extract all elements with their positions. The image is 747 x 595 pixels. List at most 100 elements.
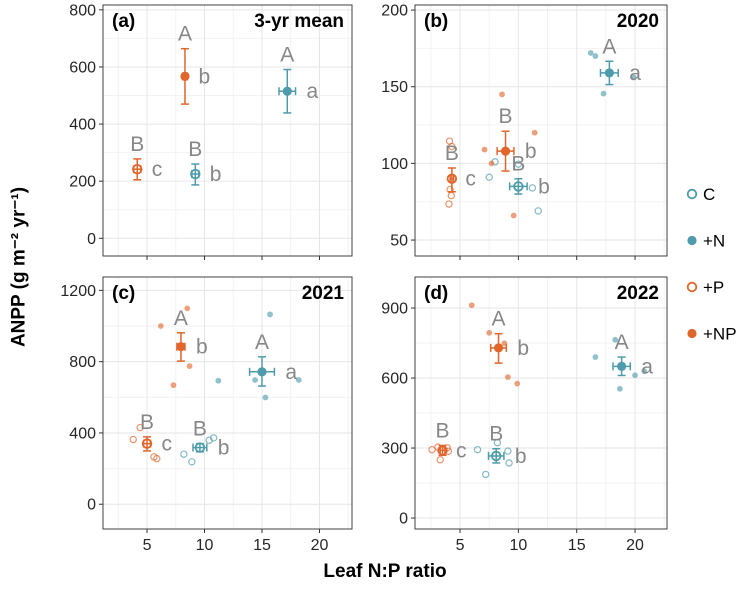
y-tick-label: 600 <box>69 59 96 76</box>
y-tick-label: 800 <box>69 2 96 19</box>
y-tick-label: 150 <box>381 79 408 96</box>
panel-background <box>103 277 352 529</box>
y-tick-label: 0 <box>87 231 96 248</box>
gridlines-minor <box>415 5 667 256</box>
scatter-point-+N <box>641 368 648 375</box>
legend-marker-+P <box>686 281 698 293</box>
scatter-point-+NP <box>504 374 511 380</box>
scatter-point-+N <box>630 74 637 81</box>
scatter-point-+P <box>428 445 436 454</box>
gridlines-minor <box>415 277 667 529</box>
sig-letter-upper: A <box>255 331 269 354</box>
sig-letter-lower: c <box>465 168 476 191</box>
x-axis-title: Leaf N:P ratio <box>323 561 447 582</box>
scatter-point-+NP <box>468 302 475 309</box>
x-tick-label: 5 <box>456 537 465 554</box>
scatter-point-+NP <box>186 363 193 370</box>
sig-letter-upper: A <box>174 307 188 330</box>
scatter-point-+NP <box>170 382 177 389</box>
scatter-point-+NP <box>486 329 493 336</box>
gridlines-major <box>103 5 352 256</box>
panel-title: 2020 <box>617 11 659 32</box>
scatter-point-+N <box>252 377 258 383</box>
axis-ticks: 0 400 800 1200 5 10 15 20 <box>60 283 328 554</box>
scatter-point-+N <box>267 311 273 318</box>
legend: C +N +P +NP <box>686 185 737 344</box>
axis-ticks: 0 200 400 600 800 <box>69 2 320 260</box>
sig-letter-lower: b <box>198 65 210 88</box>
scatter-point-C <box>505 459 513 467</box>
mean-marker-+NP <box>180 71 190 81</box>
legend-marker-C <box>686 188 698 200</box>
sig-letter-upper: B <box>188 138 202 161</box>
scatter-point-+NP <box>184 305 191 312</box>
sig-letter-upper: B <box>445 142 459 165</box>
scatter-point-+NP <box>488 160 495 167</box>
mean-marker-+N <box>257 367 267 377</box>
legend-item-C: C <box>686 185 715 204</box>
legend-label: +P <box>703 278 724 297</box>
y-tick-label: 0 <box>87 497 96 514</box>
mean-+N: Aa <box>278 44 319 114</box>
x-tick-label: 10 <box>509 537 527 554</box>
scatter-point-C <box>493 438 502 447</box>
mean-+P: Bc <box>140 411 172 456</box>
y-axis-title: ANPP (g m⁻² yr⁻¹) <box>8 186 30 348</box>
y-tick-label: 400 <box>69 425 96 442</box>
gridlines-minor <box>103 5 352 256</box>
replicate-points <box>445 50 637 219</box>
mean-marker-+NP <box>493 343 504 353</box>
scatter-point-+N <box>592 53 599 59</box>
mean-+NP: Ab <box>489 308 529 364</box>
sig-letter-lower: a <box>641 355 653 378</box>
x-tick-label: 5 <box>143 537 152 554</box>
legend-item-+P: +P <box>686 278 724 297</box>
x-tick-label: 15 <box>568 537 586 554</box>
mean-+P: Bc <box>130 133 162 181</box>
sig-letter-lower: a <box>285 361 297 384</box>
mean-C: Bb <box>188 138 221 186</box>
legend-label: +NP <box>703 325 737 344</box>
sig-letter-upper: B <box>140 411 154 434</box>
x-tick-label: 20 <box>626 537 644 554</box>
panel-background <box>415 5 667 256</box>
y-tick-label: 300 <box>381 441 408 458</box>
mean-marker-+N <box>604 68 614 78</box>
panel-border <box>414 4 668 257</box>
panel-title: 3-yr mean <box>254 11 344 32</box>
scatter-point-+N <box>215 377 222 384</box>
sig-letter-lower: a <box>629 62 641 85</box>
gridlines-major <box>415 277 667 529</box>
mean-marker-+P <box>437 445 448 456</box>
sig-letter-lower: b <box>210 163 222 186</box>
panel-label: (b) <box>424 11 448 32</box>
sig-letter-lower: c <box>152 158 163 181</box>
sig-letter-upper: A <box>615 331 629 354</box>
scatter-point-+NP <box>157 323 164 329</box>
sig-letter-lower: b <box>218 437 230 460</box>
scatter-point-+N <box>632 372 638 379</box>
scatter-point-+P <box>445 200 453 208</box>
mean-marker-+P <box>446 173 458 184</box>
scatter-point-C <box>473 445 482 454</box>
sig-letter-lower: c <box>161 433 172 456</box>
panel-title: 2022 <box>617 283 659 304</box>
sig-letter-lower: b <box>196 336 208 359</box>
sig-letter-lower: a <box>307 80 319 103</box>
panel-title: 2021 <box>302 283 345 304</box>
sig-letter-upper: B <box>130 133 144 156</box>
sig-letter-upper: B <box>489 423 503 446</box>
scatter-point-C <box>485 173 493 181</box>
scatter-point-+P <box>448 142 456 151</box>
scatter-point-+NP <box>531 129 538 136</box>
scatter-point-+P <box>436 456 444 464</box>
mean-marker-C <box>190 168 201 180</box>
legend-label: C <box>703 185 715 204</box>
legend-item-+NP: +NP <box>687 325 737 344</box>
mean-marker-+N <box>282 86 292 96</box>
scatter-point-+N <box>592 354 599 360</box>
